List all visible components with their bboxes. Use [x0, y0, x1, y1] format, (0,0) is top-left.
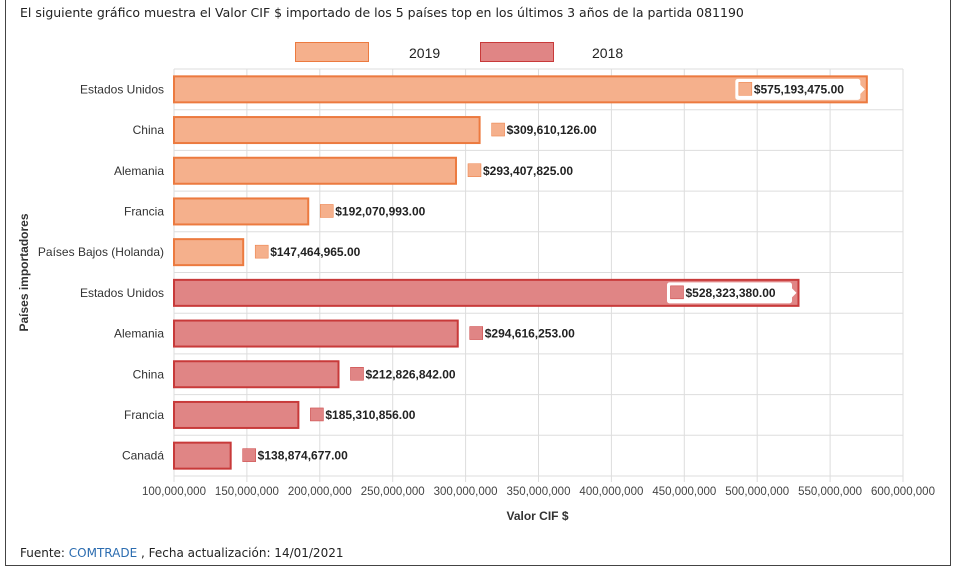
data-label: $212,826,842.00 — [366, 367, 456, 381]
data-label-swatch — [469, 326, 484, 340]
data-label: $294,616,253.00 — [485, 327, 575, 341]
data-label: $293,407,825.00 — [483, 164, 573, 178]
data-label-swatch — [350, 367, 364, 381]
source-link[interactable]: COMTRADE — [68, 546, 138, 560]
y-axis-title: Países importadores — [17, 213, 31, 331]
x-tick-label: 550,000,000 — [798, 486, 862, 498]
x-tick-label: 600,000,000 — [871, 486, 935, 498]
footer-suffix: , Fecha actualización: 14/01/2021 — [137, 546, 344, 560]
bar — [173, 400, 300, 429]
data-label-swatch — [310, 407, 324, 422]
data-label-swatch — [670, 285, 684, 300]
x-tick-label: 150,000,000 — [215, 486, 279, 498]
bar — [173, 441, 232, 470]
y-category-label: Estados Unidos — [80, 82, 164, 96]
bar — [173, 238, 245, 267]
data-label-swatch — [738, 82, 753, 96]
data-label: $575,193,475.00 — [754, 82, 844, 96]
y-category-label: Francia — [124, 204, 164, 218]
bar — [173, 116, 481, 145]
bar — [173, 360, 340, 389]
data-label: $528,323,380.00 — [685, 286, 775, 300]
footer-prefix: Fuente: — [20, 546, 69, 560]
x-tick-label: 450,000,000 — [652, 486, 716, 498]
footer: Fuente: COMTRADE , Fecha actualización: … — [20, 546, 343, 560]
bar — [173, 319, 459, 348]
x-axis-title: Valor CIF $ — [506, 509, 568, 523]
data-label: $192,070,993.00 — [335, 204, 425, 218]
x-tick-label: 300,000,000 — [434, 486, 498, 498]
x-tick-label: 400,000,000 — [579, 486, 643, 498]
legend-label-2018: 2018 — [592, 45, 624, 61]
data-label-swatch — [254, 244, 269, 259]
data-label: $147,464,965.00 — [270, 245, 360, 259]
data-label-swatch — [319, 204, 334, 218]
data-label-pointer — [791, 287, 797, 298]
y-category-label: Francia — [124, 408, 164, 422]
data-label: $185,310,856.00 — [325, 408, 415, 422]
data-label: $309,610,126.00 — [507, 123, 597, 137]
x-tick-label: 100,000,000 — [142, 486, 206, 498]
data-label-swatch — [242, 448, 256, 462]
legend-swatch-2019 — [295, 42, 369, 62]
x-tick-label: 500,000,000 — [725, 486, 789, 498]
bar — [173, 156, 457, 185]
y-category-label: Canadá — [122, 449, 164, 463]
x-tick-label: 250,000,000 — [361, 486, 425, 498]
x-tick-label: 200,000,000 — [288, 486, 352, 498]
data-label: $138,874,677.00 — [258, 449, 348, 463]
chart-heading: El siguiente gráfico muestra el Valor CI… — [20, 5, 744, 20]
legend-swatch-2018 — [480, 42, 554, 62]
y-category-label: Países Bajos (Holanda) — [38, 245, 164, 259]
chart-frame — [5, 0, 951, 566]
bar — [173, 197, 310, 226]
y-category-label: Estados Unidos — [80, 286, 164, 300]
y-category-label: China — [133, 367, 165, 381]
y-category-label: Alemania — [114, 327, 164, 341]
data-label-swatch — [467, 163, 482, 177]
data-label-pointer — [859, 84, 865, 95]
y-category-label: Alemania — [114, 164, 164, 178]
legend-label-2019: 2019 — [409, 45, 441, 61]
data-label-swatch — [491, 122, 505, 137]
y-category-label: China — [133, 123, 165, 137]
x-tick-label: 350,000,000 — [507, 486, 571, 498]
